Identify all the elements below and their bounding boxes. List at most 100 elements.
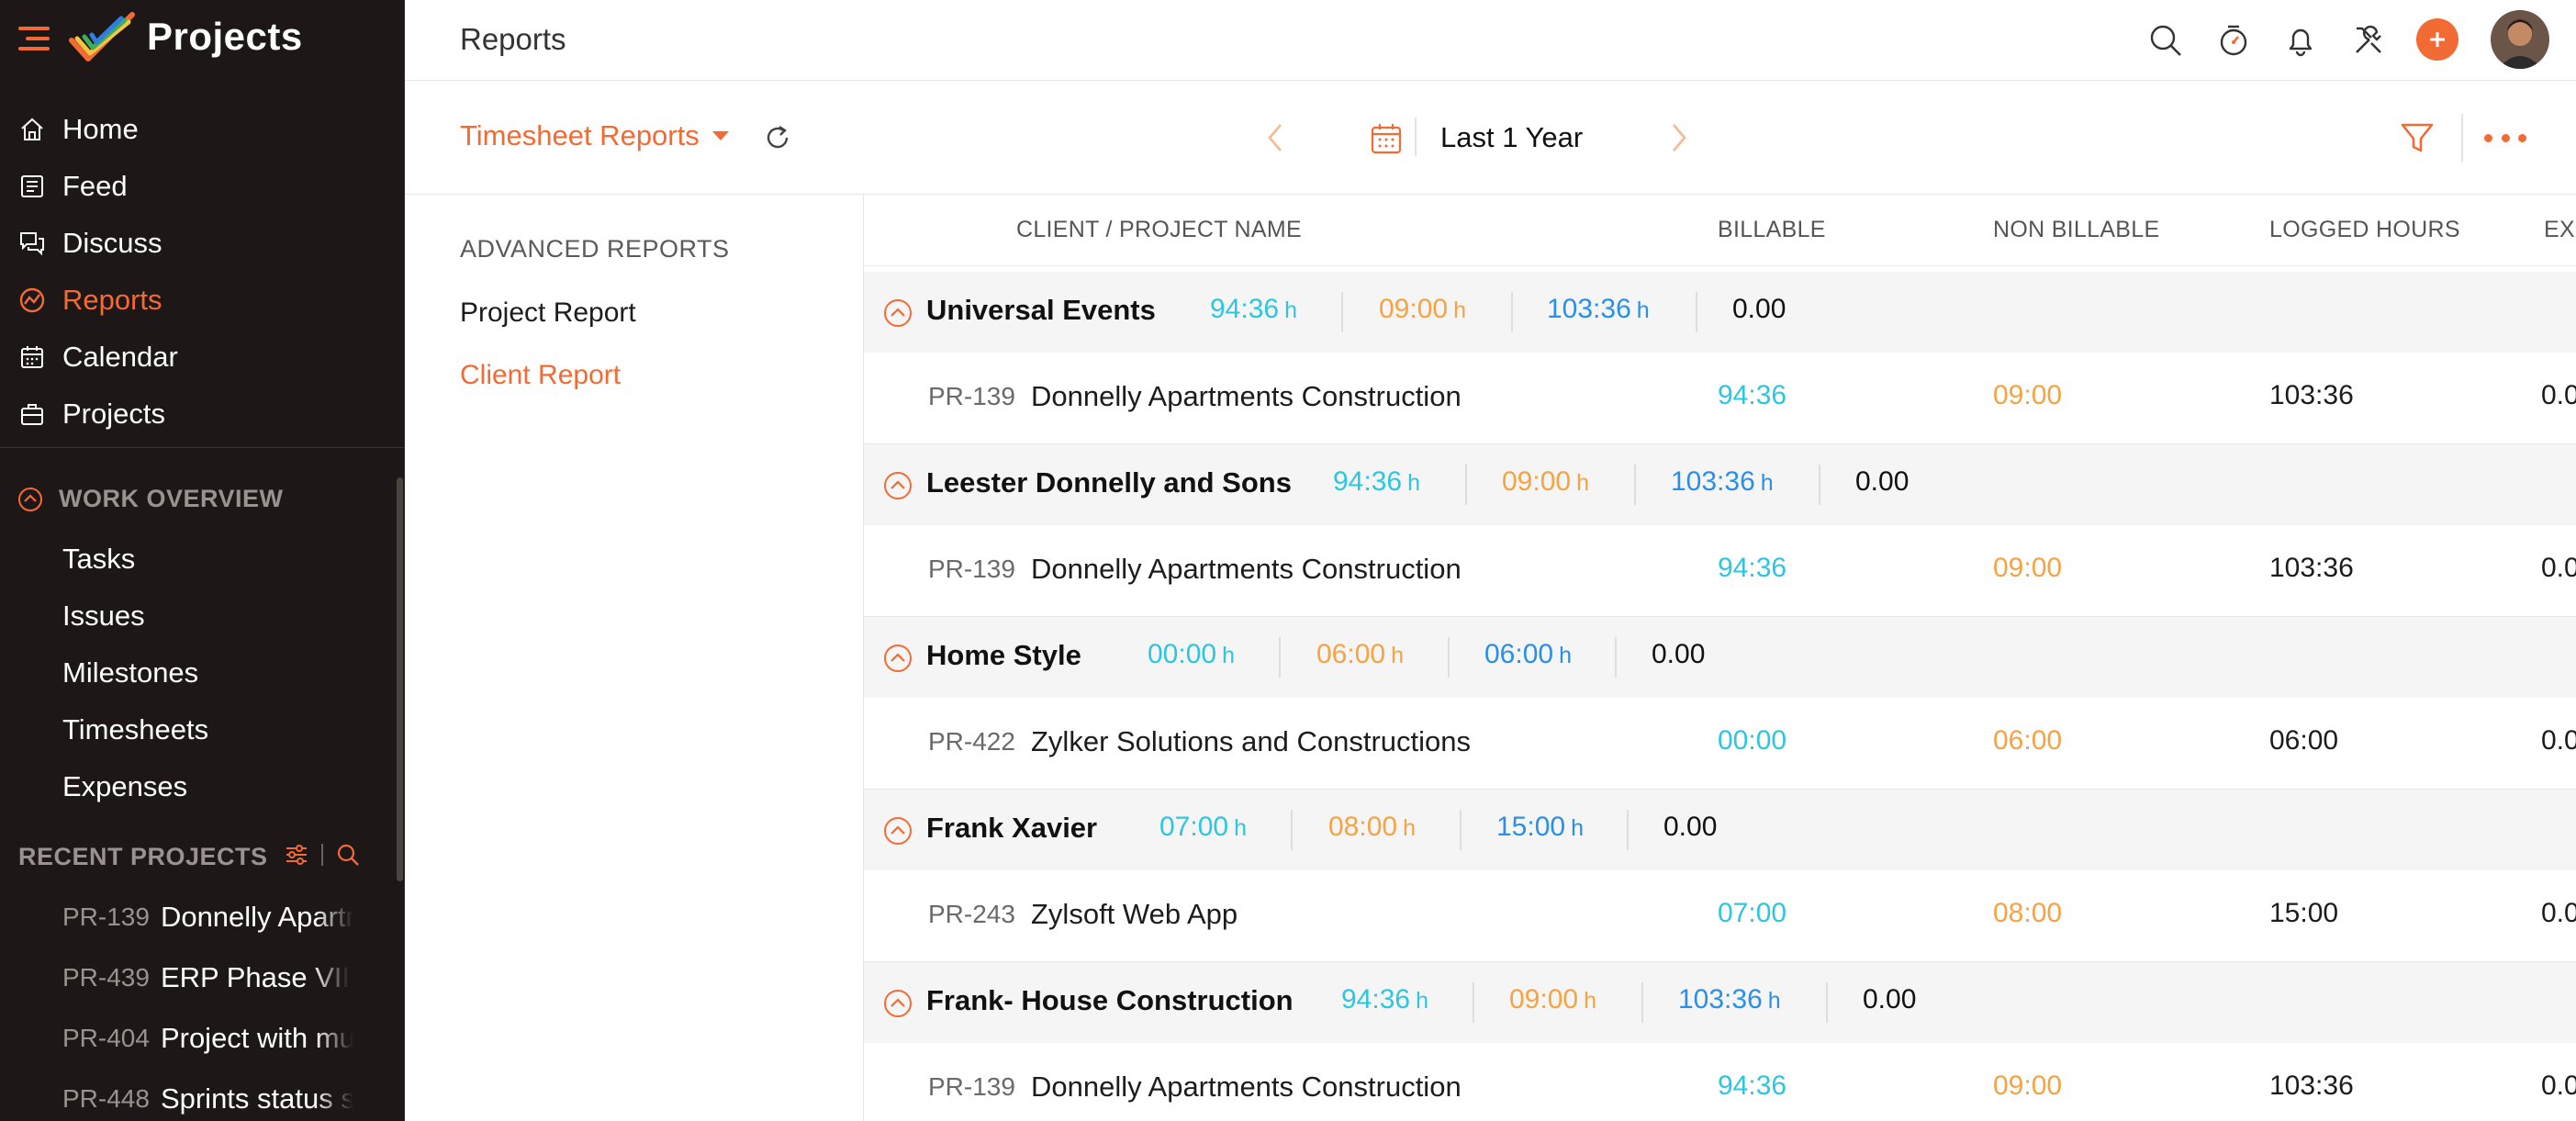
recent-project-item[interactable]: PR-404 Project with multiple users — [0, 1008, 404, 1069]
column-header-extra[interactable]: EX — [2544, 217, 2575, 242]
recent-project-item[interactable]: PR-448 Sprints status sync — [0, 1069, 404, 1121]
separator — [1819, 465, 1820, 505]
collapse-icon[interactable] — [882, 470, 913, 501]
client-group-row[interactable]: Leester Donnelly and Sons 94:36 h 09:00 h … — [864, 444, 2576, 525]
recent-project-item[interactable]: PR-139 Donnelly Apartments Construction — [0, 887, 404, 947]
column-header-non-billable[interactable]: NON BILLABLE — [1993, 217, 2160, 242]
collapse-icon[interactable] — [17, 486, 44, 513]
chevron-left-icon[interactable] — [1259, 119, 1292, 156]
client-group-row[interactable]: Home Style 00:00 h 06:00 h 06:00 h 0.00 — [864, 617, 2576, 698]
sidebar-scrollbar[interactable] — [397, 477, 403, 881]
table-row[interactable]: PR-139 Donnelly Apartments Construction … — [864, 525, 2576, 617]
chevron-right-icon[interactable] — [1663, 119, 1696, 156]
table-row[interactable]: PR-243 Zylsoft Web App 07:00 08:00 15:00… — [864, 870, 2576, 962]
non-billable-cell: 09:00 — [1993, 1071, 2063, 1101]
client-name: Leester Donnelly and Sons — [926, 466, 1292, 499]
more-options-icon[interactable] — [2484, 121, 2526, 154]
table-row[interactable]: PR-139 Donnelly Apartments Construction … — [864, 1043, 2576, 1121]
nav-item-tasks[interactable]: Tasks — [62, 543, 136, 575]
client-logged: 103:36 h — [1547, 294, 1650, 325]
client-billable: 07:00 h — [1159, 812, 1247, 843]
client-non-billable: 08:00 h — [1328, 812, 1416, 843]
bell-icon[interactable] — [2280, 20, 2321, 61]
client-extra: 0.00 — [1863, 984, 1917, 1015]
separator — [1615, 637, 1617, 678]
collapse-icon[interactable] — [882, 643, 913, 674]
period-selector[interactable]: Last 1 Year — [1440, 121, 1584, 153]
separator — [1627, 810, 1629, 850]
nav-label: Feed — [62, 170, 128, 202]
filter-icon[interactable] — [2397, 118, 2437, 158]
nav-label: Reports — [62, 284, 162, 316]
project-name[interactable]: Zylker Solutions and Constructions — [1031, 725, 1472, 757]
hour-unit: h — [1407, 470, 1420, 496]
client-group-row[interactable]: Frank Xavier 07:00 h 08:00 h 15:00 h 0.00 — [864, 790, 2576, 870]
collapse-icon[interactable] — [882, 988, 913, 1019]
collapse-icon[interactable] — [882, 815, 913, 846]
report-type-panel: ADVANCED REPORTS Project Report Client R… — [405, 195, 864, 1121]
logged-hours-cell: 103:36 — [2269, 1071, 2354, 1101]
hamburger-menu-icon[interactable] — [18, 25, 51, 52]
project-code: PR-139 — [62, 902, 150, 931]
non-billable-cell: 08:00 — [1993, 898, 2063, 928]
hour-unit: h — [1760, 470, 1774, 496]
billable-value: 94:36 — [1210, 294, 1280, 324]
nav-item-issues[interactable]: Issues — [62, 600, 145, 632]
avatar[interactable] — [2491, 10, 2549, 69]
nav-item-expenses[interactable]: Expenses — [62, 770, 188, 802]
nav-item-milestones[interactable]: Milestones — [62, 656, 199, 689]
sidebar: Projects Home Feed Discuss Reports — [0, 0, 405, 1121]
table-row[interactable]: PR-139 Donnelly Apartments Construction … — [864, 353, 2576, 444]
search-icon[interactable] — [2145, 20, 2186, 61]
home-icon — [17, 114, 48, 145]
column-header-client-project[interactable]: CLIENT / PROJECT NAME — [1016, 217, 1302, 242]
client-group-row[interactable]: Universal Events 94:36 h 09:00 h 103:36 h 0… — [864, 272, 2576, 353]
projects-icon — [17, 398, 48, 430]
discuss-icon — [17, 228, 48, 259]
work-overview-list: Tasks Issues Milestones Timesheets Expen… — [0, 531, 404, 815]
search-icon[interactable] — [336, 843, 360, 867]
client-name: Home Style — [926, 639, 1081, 671]
separator — [1341, 292, 1343, 332]
nav-item-discuss[interactable]: Discuss — [0, 215, 404, 272]
reports-icon — [17, 285, 48, 316]
separator — [1696, 292, 1697, 332]
work-overview-header[interactable]: WORK OVERVIEW — [17, 485, 284, 513]
project-report-link[interactable]: Project Report — [460, 297, 636, 328]
nav-item-reports[interactable]: Reports — [0, 272, 404, 329]
client-report-link[interactable]: Client Report — [460, 360, 622, 390]
nav-item-timesheets[interactable]: Timesheets — [62, 713, 209, 745]
billable-cell: 07:00 — [1718, 898, 1787, 928]
project-name[interactable]: Donnelly Apartments Construction — [1031, 380, 1462, 412]
project-code: PR-139 — [928, 382, 1015, 410]
nav-item-calendar[interactable]: Calendar — [0, 329, 404, 386]
hour-unit: h — [1576, 470, 1589, 496]
nav-label: Home — [62, 113, 139, 145]
client-non-billable: 09:00 h — [1502, 466, 1589, 498]
tools-icon[interactable] — [2348, 20, 2389, 61]
column-header-logged-hours[interactable]: LOGGED HOURS — [2269, 217, 2460, 242]
nav-item-projects[interactable]: Projects — [0, 386, 404, 443]
client-group-row[interactable]: Frank- House Construction 94:36 h 09:00 h … — [864, 962, 2576, 1043]
column-header-billable[interactable]: BILLABLE — [1718, 217, 1826, 242]
nav-item-feed[interactable]: Feed — [0, 158, 404, 215]
non-billable-value: 06:00 — [1316, 639, 1386, 669]
refresh-icon[interactable] — [761, 121, 794, 154]
nav-item-home[interactable]: Home — [0, 101, 404, 158]
separator — [1448, 637, 1450, 678]
project-name[interactable]: Donnelly Apartments Construction — [1031, 553, 1462, 585]
project-name[interactable]: Zylsoft Web App — [1031, 898, 1238, 930]
timer-icon[interactable] — [2213, 20, 2254, 61]
collapse-icon[interactable] — [882, 297, 913, 329]
project-name[interactable]: Donnelly Apartments Construction — [1031, 1071, 1462, 1103]
table-row[interactable]: PR-422 Zylker Solutions and Construction… — [864, 698, 2576, 790]
non-billable-value: 08:00 — [1328, 812, 1398, 842]
billable-value: 00:00 — [1148, 639, 1217, 669]
logged-value: 103:36 — [1547, 294, 1631, 324]
add-button[interactable] — [2416, 18, 2458, 61]
extra-cell: 0.00 — [2541, 898, 2576, 928]
calendar-icon[interactable] — [1369, 121, 1404, 156]
filter-settings-icon[interactable] — [285, 843, 308, 867]
report-type-dropdown[interactable]: Timesheet Reports — [460, 119, 729, 152]
recent-project-item[interactable]: PR-439 ERP Phase VII — [0, 947, 404, 1008]
